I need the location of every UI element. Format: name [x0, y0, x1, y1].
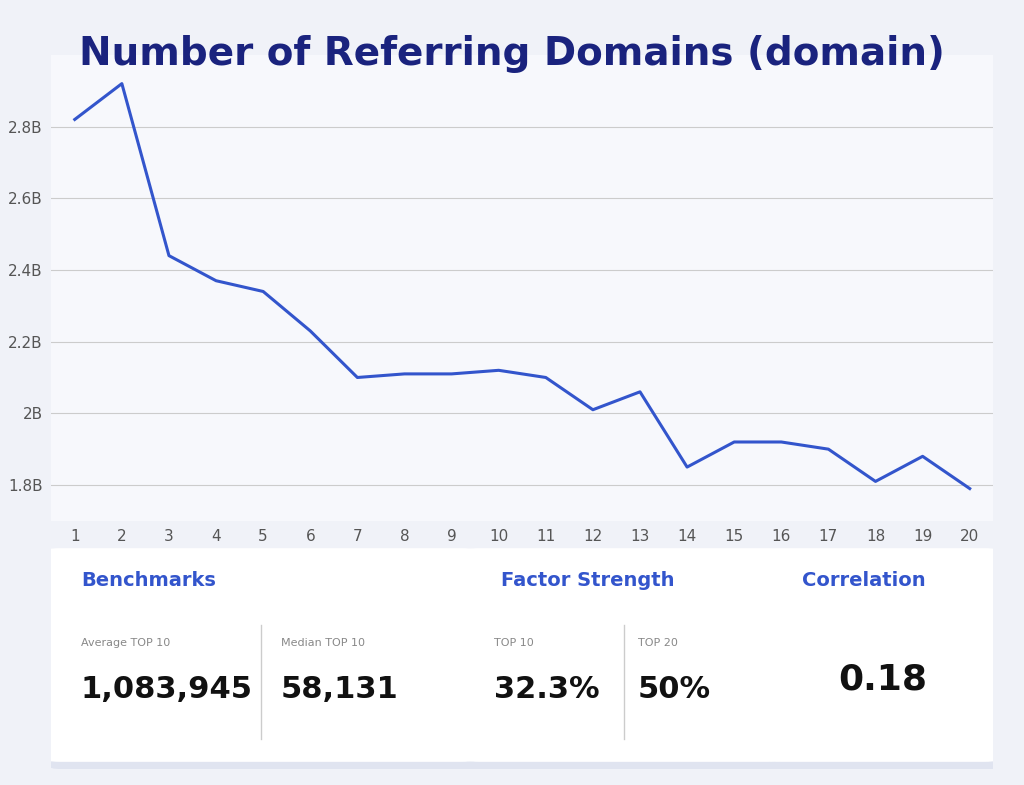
- FancyBboxPatch shape: [767, 556, 1008, 769]
- Text: 0.18: 0.18: [838, 663, 927, 697]
- Text: Benchmarks: Benchmarks: [81, 571, 216, 590]
- Text: 1,083,945: 1,083,945: [81, 675, 253, 704]
- Text: Average TOP 10: Average TOP 10: [81, 637, 170, 648]
- FancyBboxPatch shape: [461, 548, 786, 762]
- Text: Number of Referring Domains (domain): Number of Referring Domains (domain): [79, 35, 945, 73]
- FancyBboxPatch shape: [763, 548, 1002, 762]
- Text: Median TOP 10: Median TOP 10: [281, 637, 365, 648]
- X-axis label: position: position: [486, 555, 558, 573]
- FancyBboxPatch shape: [42, 548, 480, 762]
- Text: TOP 20: TOP 20: [638, 637, 678, 648]
- Text: 50%: 50%: [638, 675, 711, 704]
- Text: 58,131: 58,131: [281, 675, 398, 704]
- Text: 32.3%: 32.3%: [495, 675, 600, 704]
- Text: Correlation: Correlation: [802, 571, 926, 590]
- FancyBboxPatch shape: [466, 556, 791, 769]
- FancyBboxPatch shape: [46, 556, 484, 769]
- Text: TOP 10: TOP 10: [495, 637, 534, 648]
- Text: Factor Strength: Factor Strength: [501, 571, 674, 590]
